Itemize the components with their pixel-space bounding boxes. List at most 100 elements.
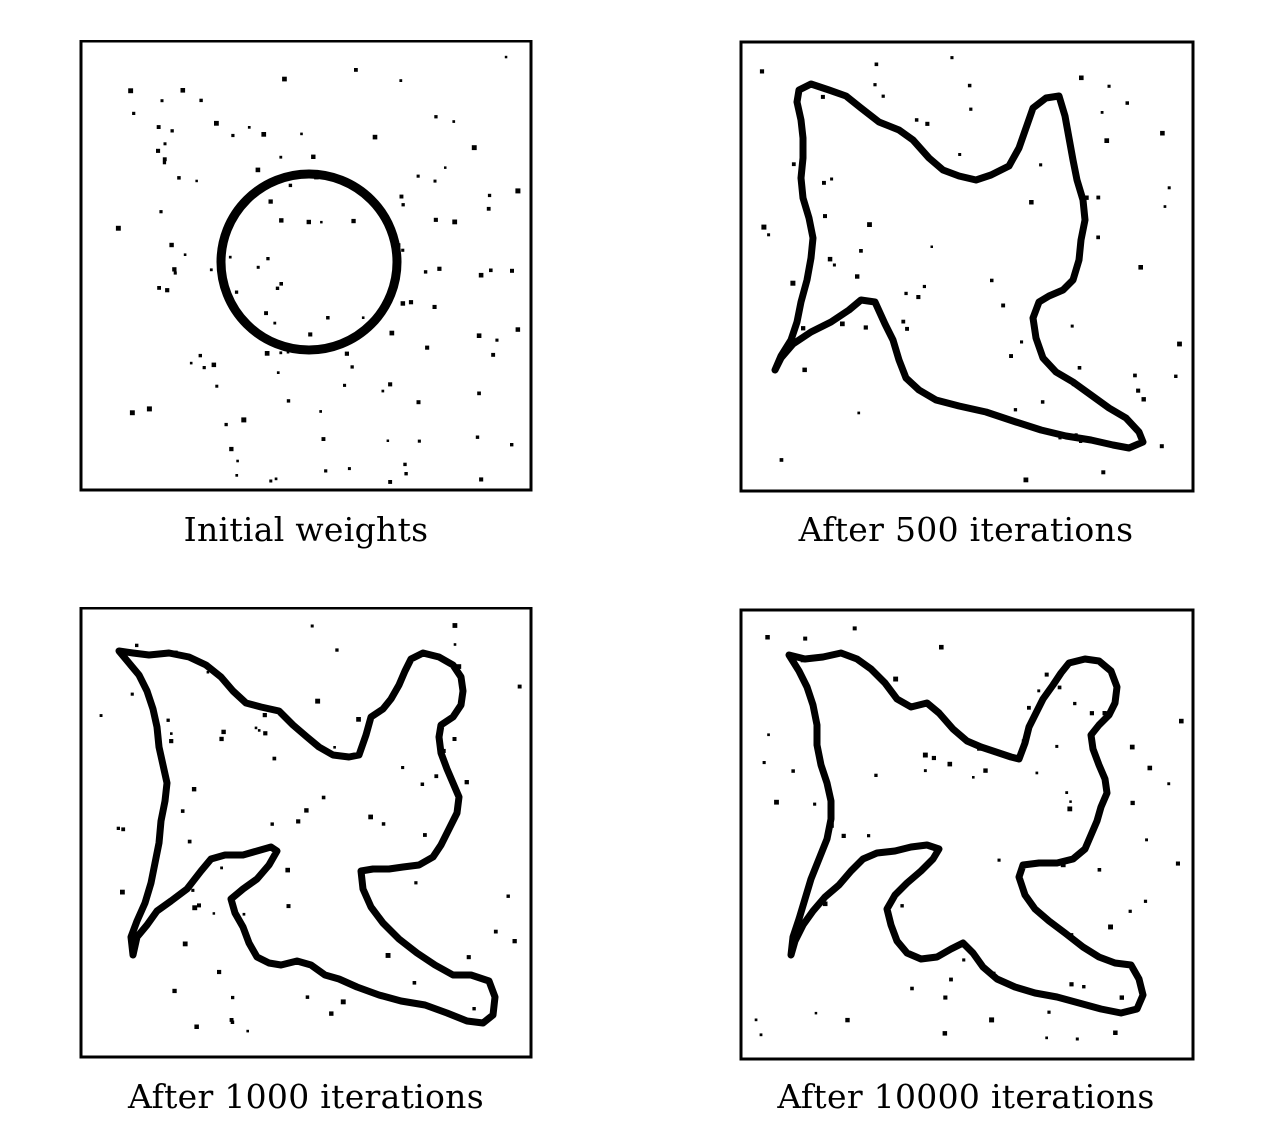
sample-point [962, 958, 966, 962]
sample-point [163, 142, 167, 146]
sample-point [852, 626, 857, 631]
sample-point [972, 776, 975, 779]
sample-point [199, 98, 203, 103]
sample-point [997, 858, 1001, 862]
sample-point [1067, 806, 1073, 812]
sample-point [354, 68, 358, 72]
sample-point [791, 162, 796, 167]
sample-point [215, 384, 219, 388]
sample-point [315, 698, 321, 704]
sample-point [1129, 744, 1135, 750]
sample-point [967, 83, 972, 88]
sample-point [198, 353, 202, 358]
sample-point [823, 214, 827, 219]
sample-point [310, 624, 314, 628]
sample-point [279, 282, 283, 286]
sample-point [1039, 163, 1043, 167]
sample-point [1097, 868, 1102, 872]
sample-point [874, 62, 879, 67]
sample-point [942, 1031, 948, 1036]
sample-point [408, 300, 414, 305]
sample-point [189, 361, 193, 365]
sample-point [209, 268, 213, 272]
sample-point [386, 439, 390, 442]
sample-point [922, 752, 928, 758]
sample-point [340, 999, 346, 1005]
sample-point [925, 121, 930, 126]
sample-point [417, 439, 421, 443]
sample-point [187, 839, 192, 844]
sample-point [754, 1018, 758, 1022]
sample-point [206, 670, 210, 674]
sample-point [288, 183, 293, 188]
sample-point [1160, 130, 1165, 136]
sample-point [269, 479, 273, 483]
sample-point [1009, 354, 1013, 358]
sample-point [343, 383, 347, 387]
sample-point [279, 218, 284, 223]
sample-point [399, 194, 404, 199]
sample-point [1001, 303, 1006, 308]
sample-point [120, 889, 125, 895]
sample-point [471, 145, 477, 151]
sample-point [1037, 689, 1041, 693]
weight-chain [785, 649, 1147, 1017]
sample-point [1040, 400, 1045, 404]
sample-point [350, 365, 354, 369]
sample-point [916, 295, 921, 300]
sample-point [433, 217, 438, 222]
sample-point [311, 154, 316, 159]
panel-initial-weights: Initial weights [21, 40, 591, 570]
panel-after-1000: After 1000 iterations [21, 607, 591, 1137]
sample-point [1113, 1030, 1118, 1035]
sample-point [867, 834, 871, 838]
sample-point [247, 126, 251, 129]
sample-point [282, 76, 287, 82]
sample-point [1179, 718, 1184, 724]
sample-point [493, 929, 498, 934]
sample-point [1108, 924, 1113, 930]
sample-point [285, 867, 290, 873]
sample-point [130, 692, 134, 696]
sample-point [761, 224, 767, 230]
sample-point [931, 755, 936, 761]
sample-point [157, 286, 161, 290]
sample-point [506, 894, 510, 898]
sample-point [256, 265, 260, 269]
sample-point [356, 717, 361, 722]
sample-point [790, 280, 796, 286]
sample-point [830, 177, 834, 181]
sample-point [1069, 982, 1074, 987]
sample-point [486, 206, 491, 211]
sample-point [874, 773, 878, 777]
sample-point [403, 462, 407, 467]
sample-point [229, 446, 234, 452]
sample-point [845, 1017, 850, 1023]
sample-point [1029, 200, 1034, 205]
sample-point [183, 253, 187, 256]
sample-point [221, 729, 226, 735]
sample-point [266, 257, 270, 261]
sample-point [765, 635, 770, 640]
sample-point [452, 219, 458, 225]
plot-after-500 [739, 40, 1195, 493]
sample-point [279, 155, 283, 159]
sample-point [169, 739, 174, 744]
sample-point [241, 417, 247, 423]
sample-point [1104, 138, 1110, 143]
sample-point [1096, 195, 1101, 200]
sample-point [472, 1007, 476, 1011]
sample-point [1065, 791, 1069, 794]
sample-point [452, 623, 458, 628]
sample-point [388, 382, 393, 387]
sample-point [321, 795, 326, 800]
sample-point [1044, 672, 1049, 677]
sample-point [220, 866, 223, 870]
sample-point [230, 1020, 235, 1024]
sample-point [335, 648, 339, 652]
sample-point [381, 822, 386, 826]
sample-point [1147, 765, 1153, 771]
sample-point [1047, 1010, 1051, 1014]
sample-point [231, 995, 235, 1000]
sample-point [344, 351, 349, 356]
